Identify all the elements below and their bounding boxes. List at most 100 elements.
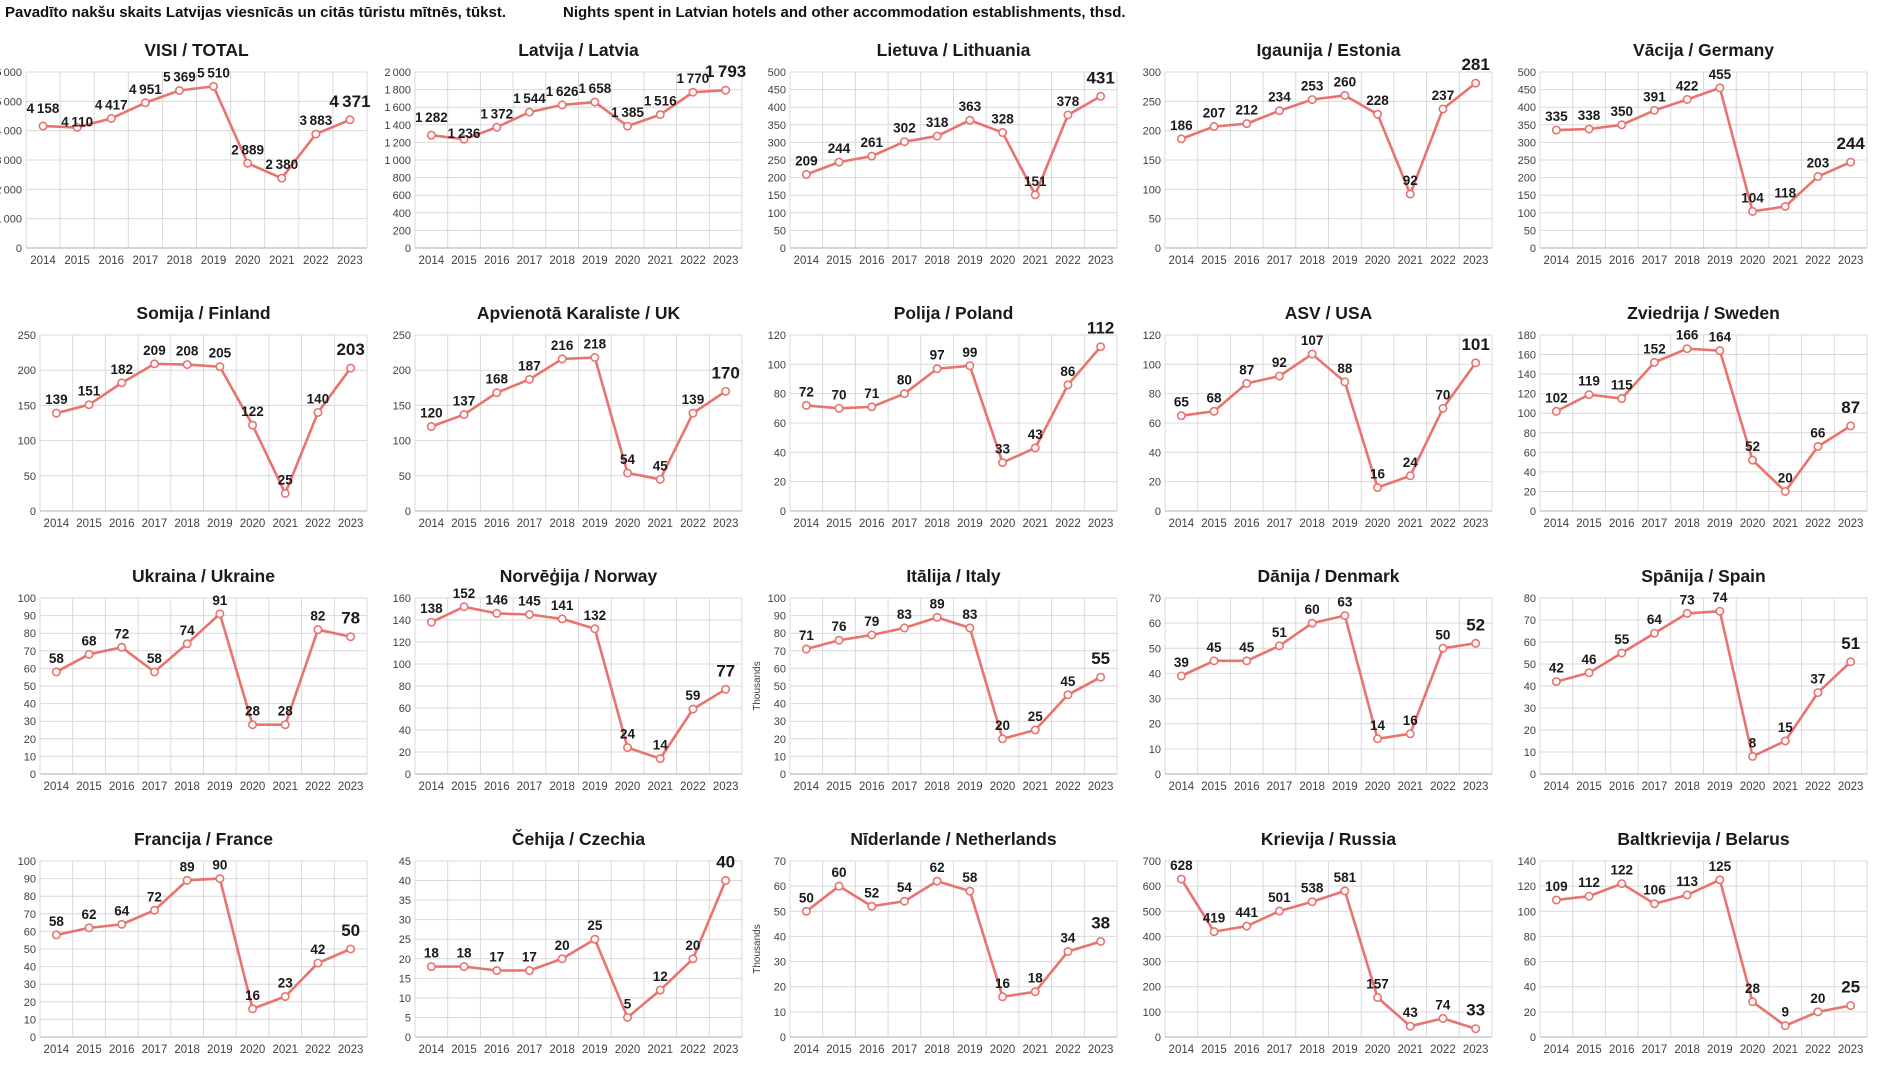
svg-text:2015: 2015 bbox=[451, 781, 477, 793]
svg-text:104: 104 bbox=[1741, 190, 1764, 205]
svg-text:60: 60 bbox=[774, 418, 786, 430]
svg-text:100: 100 bbox=[1143, 1007, 1161, 1019]
data-point bbox=[965, 115, 975, 125]
svg-text:2022: 2022 bbox=[1430, 255, 1456, 267]
data-point bbox=[117, 919, 127, 929]
svg-text:170: 170 bbox=[711, 363, 739, 382]
svg-text:28: 28 bbox=[1745, 981, 1761, 996]
svg-text:2021: 2021 bbox=[1397, 518, 1423, 530]
svg-text:20: 20 bbox=[1149, 719, 1161, 731]
svg-text:90: 90 bbox=[24, 611, 36, 623]
svg-text:2015: 2015 bbox=[451, 255, 477, 267]
data-labels: 102 119 115 152 166 164 52 20 66 87 bbox=[1545, 328, 1860, 486]
svg-text:40: 40 bbox=[1524, 681, 1536, 693]
svg-text:1 282: 1 282 bbox=[415, 110, 448, 125]
svg-text:450: 450 bbox=[768, 85, 786, 97]
data-point bbox=[1274, 641, 1284, 651]
svg-text:2018: 2018 bbox=[174, 781, 200, 793]
data-point bbox=[1030, 725, 1040, 735]
svg-text:5 369: 5 369 bbox=[163, 70, 196, 85]
data-point bbox=[1584, 891, 1594, 901]
svg-text:2023: 2023 bbox=[338, 518, 364, 530]
data-point bbox=[1030, 190, 1040, 200]
data-point bbox=[1274, 906, 1284, 916]
x-axis-labels: 2014 2015 2016 2017 2018 2019 2020 2021 2022 2023 bbox=[794, 781, 1114, 793]
svg-text:2015: 2015 bbox=[1201, 1044, 1227, 1056]
svg-text:216: 216 bbox=[551, 338, 574, 353]
svg-text:2022: 2022 bbox=[303, 255, 329, 267]
svg-text:60: 60 bbox=[399, 703, 411, 715]
svg-text:391: 391 bbox=[1643, 89, 1666, 104]
series-line bbox=[55, 612, 352, 727]
svg-text:2016: 2016 bbox=[98, 255, 124, 267]
svg-text:2015: 2015 bbox=[64, 255, 90, 267]
svg-text:2023: 2023 bbox=[1088, 781, 1114, 793]
svg-text:2 889: 2 889 bbox=[231, 142, 264, 157]
data-point bbox=[1748, 751, 1758, 761]
data-point bbox=[243, 158, 253, 168]
svg-text:228: 228 bbox=[1366, 93, 1389, 108]
data-point bbox=[932, 131, 942, 141]
svg-text:80: 80 bbox=[399, 681, 411, 693]
chart-lithuania: 0 50 100 150 200 250 300 350 400 450 500 2014 2015 20… bbox=[750, 26, 1125, 289]
svg-text:73: 73 bbox=[1680, 592, 1696, 607]
data-point bbox=[688, 87, 698, 97]
svg-text:2016: 2016 bbox=[109, 518, 135, 530]
svg-text:2022: 2022 bbox=[680, 781, 706, 793]
svg-text:150: 150 bbox=[18, 400, 36, 412]
svg-text:2015: 2015 bbox=[1576, 518, 1602, 530]
svg-text:2020: 2020 bbox=[1740, 518, 1766, 530]
svg-text:66: 66 bbox=[1810, 425, 1826, 440]
chart-denmark: 0 10 20 30 40 50 60 70 2014 2015 2016 2017 2018 2019 2… bbox=[1125, 552, 1500, 815]
gridlines bbox=[1539, 334, 1868, 511]
svg-text:2023: 2023 bbox=[1838, 1044, 1864, 1056]
svg-text:10: 10 bbox=[24, 1014, 36, 1026]
svg-text:244: 244 bbox=[828, 141, 851, 156]
svg-text:250: 250 bbox=[768, 155, 786, 167]
svg-text:2016: 2016 bbox=[484, 781, 510, 793]
svg-text:2019: 2019 bbox=[582, 518, 608, 530]
svg-text:24: 24 bbox=[620, 727, 636, 742]
gridlines bbox=[39, 597, 368, 774]
svg-text:60: 60 bbox=[1524, 637, 1536, 649]
svg-text:0: 0 bbox=[405, 1032, 411, 1044]
data-point bbox=[721, 85, 731, 95]
data-point bbox=[459, 962, 469, 972]
svg-text:2020: 2020 bbox=[990, 255, 1016, 267]
data-labels: 50 60 52 54 62 58 16 18 34 38 bbox=[799, 860, 1110, 991]
svg-text:2018: 2018 bbox=[1674, 781, 1700, 793]
svg-text:2018: 2018 bbox=[1674, 1044, 1700, 1056]
svg-text:186: 186 bbox=[1170, 118, 1193, 133]
svg-text:600: 600 bbox=[393, 190, 411, 202]
data-point bbox=[492, 122, 502, 132]
svg-text:335: 335 bbox=[1545, 109, 1568, 124]
svg-text:300: 300 bbox=[768, 137, 786, 149]
data-labels: 65 68 87 92 107 88 16 24 70 101 bbox=[1174, 333, 1490, 481]
data-point bbox=[84, 923, 94, 933]
data-points bbox=[801, 91, 1106, 200]
svg-text:102: 102 bbox=[1545, 390, 1568, 405]
svg-text:20: 20 bbox=[1778, 470, 1793, 485]
svg-text:2022: 2022 bbox=[1805, 255, 1831, 267]
svg-text:2017: 2017 bbox=[892, 781, 918, 793]
y-axis-title: Thousands bbox=[752, 661, 763, 710]
svg-text:23: 23 bbox=[278, 976, 294, 991]
data-labels: 39 45 45 51 60 63 14 16 50 52 bbox=[1174, 595, 1485, 733]
data-point bbox=[459, 134, 469, 144]
data-point bbox=[1682, 890, 1692, 900]
data-point bbox=[932, 876, 942, 886]
svg-text:2022: 2022 bbox=[1055, 1044, 1081, 1056]
svg-text:2014: 2014 bbox=[419, 255, 445, 267]
svg-text:89: 89 bbox=[180, 859, 195, 874]
svg-text:64: 64 bbox=[114, 903, 130, 918]
svg-text:70: 70 bbox=[1524, 615, 1536, 627]
svg-text:122: 122 bbox=[241, 404, 264, 419]
svg-text:2021: 2021 bbox=[272, 1044, 298, 1056]
svg-text:2014: 2014 bbox=[44, 781, 70, 793]
svg-text:2018: 2018 bbox=[924, 255, 950, 267]
svg-text:80: 80 bbox=[1524, 593, 1536, 605]
svg-text:5 000: 5 000 bbox=[0, 96, 22, 108]
